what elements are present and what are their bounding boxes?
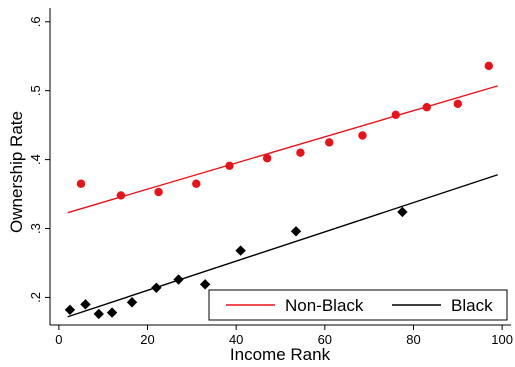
data-point-non-black [296,148,305,157]
x-tick-label: 20 [140,332,154,347]
data-point-black [397,206,408,218]
data-point-non-black [325,138,334,147]
x-tick-label: 80 [406,332,420,347]
axes: 0 20 40 60 80 100 .2 .3 .4 .5 .6 [28,8,513,347]
data-point-black [173,274,184,285]
data-point-black [199,279,211,290]
data-point-non-black [484,61,494,71]
x-axis-title: Income Rank [230,345,331,364]
data-point-black [106,307,118,318]
data-point-non-black [453,99,463,108]
y-tick-label: .3 [28,223,43,234]
data-point-black [126,297,138,308]
data-point-black [151,282,162,293]
data-point-black [93,308,104,320]
legend-label-non-black: Non-Black [285,296,364,315]
data-point-black [80,299,91,310]
y-axis-title: Ownership Rate [7,111,26,233]
data-point-non-black [116,191,126,200]
data-point-non-black [422,103,431,112]
x-tick-label: 60 [318,332,332,347]
data-point-black [235,245,246,256]
data-point-black [64,304,76,316]
y-tick-label: .6 [28,16,43,27]
data-point-non-black [225,161,234,171]
data-points [64,61,494,320]
data-point-non-black [154,187,163,197]
data-point-black [290,226,302,237]
legend-label-black: Black [451,296,493,315]
data-point-non-black [358,131,367,140]
y-tick-label: .4 [28,154,43,165]
x-tick-label: 40 [229,332,243,347]
plot-area [50,8,511,325]
data-point-non-black [192,179,201,188]
legend: Non-Black Black [208,289,508,321]
y-tick-label: .2 [28,292,43,303]
x-tick-label: 100 [491,332,513,347]
data-point-non-black [263,154,272,163]
x-tick-label: 0 [55,332,62,347]
fit-line-black [67,174,498,318]
data-point-non-black [391,110,400,120]
y-tick-label: .5 [28,85,43,96]
data-point-non-black [76,179,86,188]
